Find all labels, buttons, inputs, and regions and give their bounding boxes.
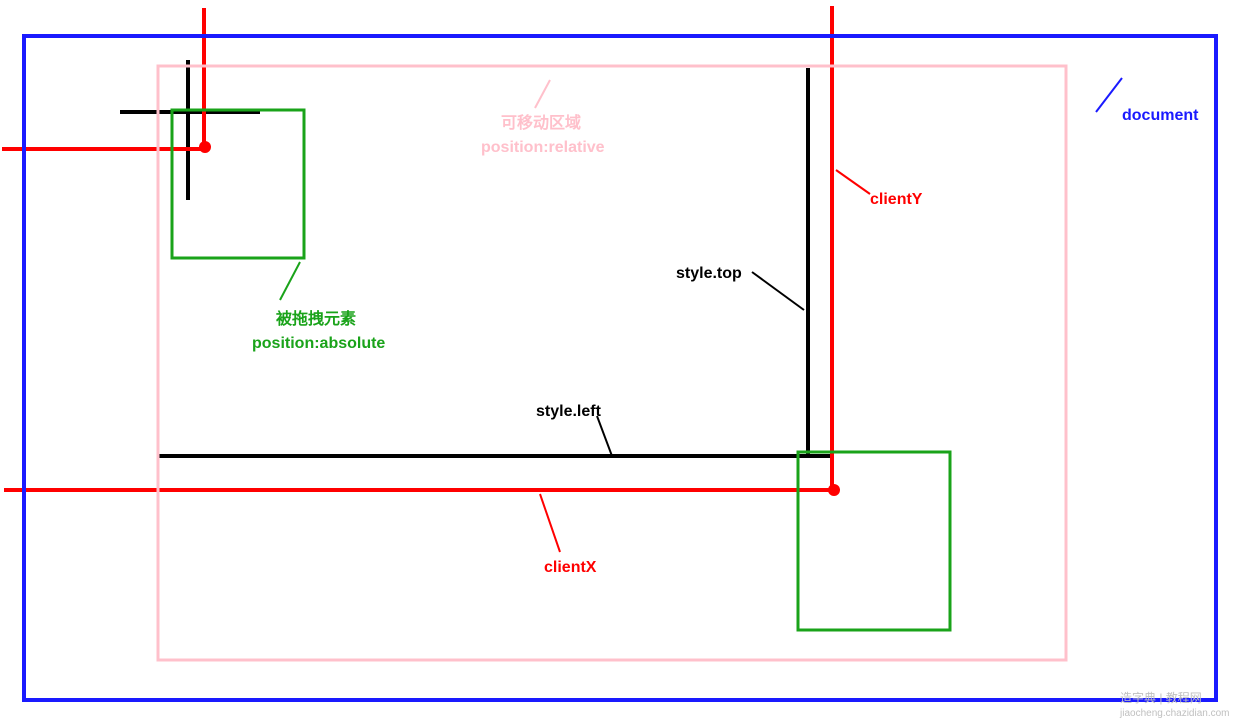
indicator-style-left [597,416,612,456]
label-dragged-l2: position:absolute [252,335,385,352]
indicator-clientx [540,494,560,552]
origin-dot-2 [828,484,840,496]
origin-dot-1 [199,141,211,153]
indicator-dragged [280,262,300,300]
indicator-document [1096,78,1122,112]
indicator-movable [535,80,550,108]
indicator-clienty [836,170,870,194]
dragged-element-rect-2 [798,452,950,630]
label-clienty: clientY [870,191,923,208]
label-movable-l1: 可移动区域 [501,113,581,132]
watermark-line-2: jiaocheng.chazidian.com [1119,708,1230,719]
label-clientx: clientX [544,559,597,576]
label-document: document [1122,107,1199,124]
label-style-top: style.top [676,265,742,282]
label-movable-l2: position:relative [481,139,605,156]
movable-area-rect [158,66,1066,660]
label-dragged-l1: 被拖拽元素 [276,309,356,328]
watermark-line-1: 造字典 | 教程网 [1120,690,1202,705]
label-style-left: style.left [536,403,602,420]
dragged-element-rect-1 [172,110,304,258]
indicator-style-top [752,272,804,310]
